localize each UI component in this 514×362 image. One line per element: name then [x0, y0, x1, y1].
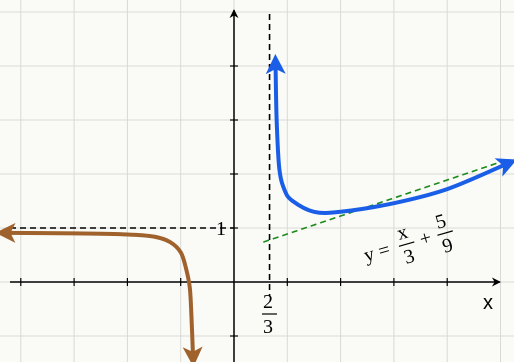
oblique-asymptote-equation: y = x 3 + 5 9 — [361, 210, 456, 269]
equation-fraction-bar-2 — [437, 230, 453, 236]
equation-numerator-1: x — [395, 221, 411, 245]
axes: x — [10, 9, 501, 362]
vertical-asymptote-label-numerator: 2 — [263, 291, 273, 313]
series-curve-1 — [0, 222, 203, 362]
vertical-asymptote-label: 2 3 — [262, 291, 277, 338]
horizontal-asymptote-label: 1 — [216, 218, 226, 240]
equation-plus: + — [417, 227, 434, 251]
series-curve-2 — [265, 54, 514, 216]
x-axis-label: x — [483, 292, 493, 314]
asymptotes — [10, 14, 507, 296]
oblique-asymptote — [263, 159, 507, 243]
series-group — [0, 54, 514, 362]
equation-numerator-2: 5 — [433, 210, 449, 234]
equation-lhs: y = — [361, 238, 392, 266]
equation-fraction-bar-1 — [398, 241, 415, 247]
equation-denominator-2: 9 — [440, 234, 456, 258]
vertical-asymptote-label-denominator: 3 — [263, 316, 273, 338]
equation-denominator-1: 3 — [401, 245, 417, 269]
